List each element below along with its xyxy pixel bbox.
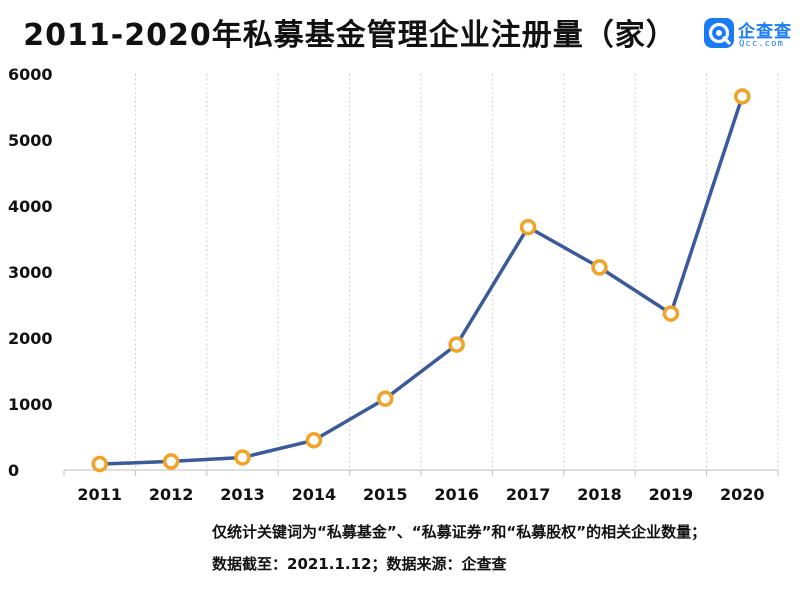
- x-tick-label: 2015: [363, 485, 408, 504]
- data-point-marker: [662, 305, 680, 322]
- qcc-logo: 企查查 Qcc.com: [704, 16, 796, 52]
- x-tick-label: 2013: [220, 485, 265, 504]
- data-point-marker: [448, 336, 465, 353]
- x-tick-label: 2017: [506, 485, 551, 504]
- series-line-path: [97, 94, 745, 466]
- x-tick-label: 2016: [434, 485, 479, 504]
- data-point-marker: [91, 455, 108, 473]
- data-point-marker: [305, 432, 323, 449]
- x-tick-label: 2018: [577, 485, 622, 504]
- data-point-marker: [519, 218, 537, 236]
- data-point-marker: [377, 390, 394, 407]
- data-point-marker: [162, 453, 180, 470]
- x-tick-label: 2011: [77, 485, 122, 504]
- series-markers: [91, 88, 751, 473]
- footnote-source: 数据截至：2021.1.12；数据来源：企查查: [212, 555, 507, 573]
- y-tick-label: 5000: [8, 131, 53, 150]
- x-tick-label: 2014: [292, 485, 337, 504]
- y-tick-label: 3000: [8, 263, 53, 282]
- series-line: [97, 94, 745, 466]
- y-tick-label: 6000: [8, 65, 53, 84]
- axis: [63, 469, 779, 476]
- x-tick-label: 2020: [720, 485, 765, 504]
- x-tick-label: 2012: [149, 485, 194, 504]
- grid-lines: [134, 74, 779, 470]
- y-tick-label: 1000: [8, 395, 53, 414]
- data-point-marker: [591, 259, 608, 276]
- data-point-marker: [234, 449, 251, 466]
- footnote-scope: 仅统计关键词为“私募基金”、“私募证券”和“私募股权”的相关企业数量；: [212, 523, 707, 541]
- y-tick-label: 4000: [8, 197, 53, 216]
- y-axis-ticks: 0 1000 2000 3000 4000 5000 6000: [8, 65, 53, 480]
- x-axis-ticks: 2011 2012 2013 2014 2015 2016 2017 2018 2019 2020: [77, 485, 764, 504]
- qcc-logo-icon: [704, 18, 734, 48]
- x-tick-label: 2019: [649, 485, 694, 504]
- logo-name: 企查查: [738, 22, 792, 42]
- chart-title: 2011-2020年私募基金管理企业注册量（家）: [23, 18, 677, 53]
- y-tick-label: 0: [8, 461, 19, 480]
- y-tick-label: 2000: [8, 329, 53, 348]
- logo-sub: Qcc.com: [739, 39, 784, 49]
- data-point-marker: [734, 88, 751, 105]
